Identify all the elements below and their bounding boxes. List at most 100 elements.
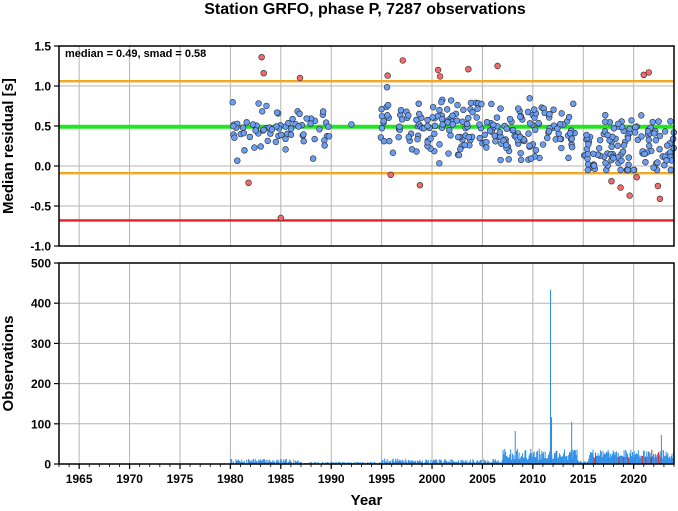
observation-bar xyxy=(540,459,542,464)
observation-bar xyxy=(282,461,284,464)
residual-point xyxy=(556,120,564,128)
observation-bar xyxy=(393,461,395,464)
residual-point xyxy=(517,113,524,121)
residual-point xyxy=(568,143,576,151)
observations-panel: 500 400 300 200 100 0 1965 1970 1975 1980 1985 1990… xyxy=(0,257,675,509)
observation-bar xyxy=(503,454,505,464)
observation-bar xyxy=(480,459,482,464)
observation-bar xyxy=(553,458,555,464)
observation-bar xyxy=(269,459,271,464)
residual-point xyxy=(282,146,289,153)
residual-point xyxy=(624,166,631,174)
x-tick-label: 2010 xyxy=(520,472,547,486)
observation-bar xyxy=(562,456,564,464)
residual-point xyxy=(446,126,453,134)
observation-bar xyxy=(457,461,459,464)
observation-bar xyxy=(359,462,361,464)
observation-bar xyxy=(242,462,244,464)
outlier-point xyxy=(296,74,304,82)
observation-bar xyxy=(588,458,590,464)
observation-bar xyxy=(462,459,464,464)
observation-bar xyxy=(653,457,655,464)
observation-bar xyxy=(658,455,660,464)
residual-point xyxy=(626,125,633,133)
observation-bar xyxy=(547,458,549,464)
observation-bar xyxy=(568,452,570,464)
residual-point xyxy=(650,164,657,171)
residual-point xyxy=(558,110,565,117)
observation-bar xyxy=(409,461,411,464)
residual-point xyxy=(465,133,473,141)
observation-bar xyxy=(629,453,631,464)
observation-bar xyxy=(413,460,415,464)
observation-bar xyxy=(542,452,544,464)
residual-point xyxy=(532,126,539,134)
residual-point xyxy=(263,102,270,110)
outlier-point xyxy=(258,53,265,61)
residual-point xyxy=(556,135,564,143)
observation-bar xyxy=(432,461,434,464)
residual-point xyxy=(642,158,649,166)
observation-bar xyxy=(474,462,476,464)
residual-point xyxy=(438,98,445,106)
observation-bar xyxy=(577,459,579,464)
outlier-point xyxy=(277,214,285,222)
x-tick-label: 1970 xyxy=(116,472,143,486)
residual-point xyxy=(454,101,461,109)
residual-point xyxy=(300,138,307,145)
observation-bar xyxy=(460,459,462,464)
observation-bar xyxy=(468,462,470,464)
y-tick-label: 400 xyxy=(31,297,51,311)
outlier-point xyxy=(436,73,444,80)
observation-bar xyxy=(574,449,576,464)
observation-bar xyxy=(253,462,255,464)
observation-bar xyxy=(435,459,437,464)
observation-bar xyxy=(668,456,670,464)
observation-bar xyxy=(492,459,494,464)
observation-bar xyxy=(556,450,558,464)
observation-bar xyxy=(505,451,507,464)
x-tick-label: 1980 xyxy=(217,472,244,486)
y-tick-label: 500 xyxy=(31,257,51,271)
observation-bar xyxy=(331,462,333,464)
residual-point xyxy=(656,132,664,140)
outlier-bar xyxy=(622,456,624,464)
observation-bar xyxy=(605,451,607,464)
residual-point xyxy=(431,122,439,130)
observation-bar xyxy=(483,459,485,464)
observation-bar xyxy=(285,458,287,464)
observation-bar xyxy=(526,457,528,464)
outlier-bar xyxy=(650,457,652,464)
observation-bar xyxy=(512,454,514,464)
residual-point xyxy=(654,159,661,166)
observation-bar xyxy=(402,461,404,464)
residual-point xyxy=(384,101,392,109)
residual-point xyxy=(282,135,289,143)
observation-bar xyxy=(374,461,376,464)
outlier-point xyxy=(654,182,662,190)
residual-point xyxy=(638,133,645,140)
observation-bar xyxy=(529,453,531,464)
observation-bar xyxy=(544,451,546,464)
observation-bar xyxy=(657,453,659,464)
residual-point xyxy=(565,113,573,121)
observation-bar xyxy=(388,461,390,464)
observation-bar xyxy=(589,455,591,464)
observation-bar xyxy=(552,458,554,464)
observation-bar xyxy=(447,462,449,464)
observation-bar xyxy=(507,458,509,464)
observation-bar xyxy=(600,450,602,464)
observation-bar xyxy=(315,461,317,464)
residual-point xyxy=(311,135,318,143)
observation-bar xyxy=(459,462,461,464)
residual-point xyxy=(444,119,451,126)
observation-bar xyxy=(561,456,563,464)
residual-point xyxy=(429,114,436,121)
observation-bar xyxy=(240,462,242,464)
observation-bar xyxy=(295,462,297,464)
x-tick-label: 1965 xyxy=(66,472,93,486)
observation-bar xyxy=(332,462,334,464)
residual-point xyxy=(476,134,483,142)
observation-bar xyxy=(372,462,374,464)
observation-bar xyxy=(350,462,352,464)
